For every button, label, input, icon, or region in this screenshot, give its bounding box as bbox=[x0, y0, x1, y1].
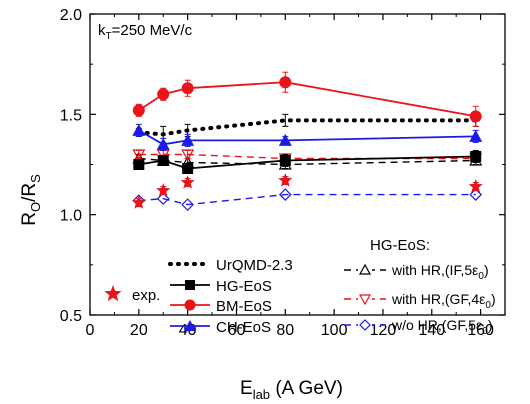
x-tick-label: 0 bbox=[86, 322, 95, 339]
series-line bbox=[138, 193, 476, 206]
marker-circle bbox=[184, 299, 196, 311]
annotation: kT=250 MeV/c bbox=[98, 22, 193, 42]
legend-marker-bg bbox=[358, 318, 372, 332]
marker-triangle bbox=[278, 133, 292, 146]
series-3 bbox=[132, 123, 483, 151]
ylabel-sub1: O bbox=[28, 202, 43, 212]
y-axis-label: RO/RS bbox=[19, 174, 43, 226]
series-1 bbox=[133, 149, 482, 175]
annotation-main: k bbox=[98, 22, 106, 39]
series-7 bbox=[132, 188, 483, 211]
annotation-rest: =250 MeV/c bbox=[112, 22, 193, 39]
marker-triangle bbox=[184, 320, 196, 331]
marker-open-triangle bbox=[358, 263, 372, 275]
x-tick-label: 60 bbox=[228, 322, 246, 339]
legend-label: w/o HR,(GF,5ε0) bbox=[391, 317, 493, 337]
x-tick-label: 80 bbox=[276, 322, 294, 339]
legend-label: BM-EoS bbox=[216, 298, 272, 315]
series-line bbox=[136, 118, 478, 137]
marker-star bbox=[278, 173, 293, 187]
marker-open-diamond bbox=[181, 198, 194, 211]
marker-circle bbox=[157, 88, 170, 101]
marker-triangle bbox=[156, 137, 170, 150]
legend-label: with HR,(IF,5ε0) bbox=[391, 262, 489, 282]
marker-square bbox=[185, 280, 195, 290]
annotation-sub: T bbox=[106, 31, 112, 42]
marker-square bbox=[279, 154, 291, 166]
series-2 bbox=[132, 71, 482, 127]
x-tick-label: 100 bbox=[321, 322, 348, 339]
xlabel-sub: lab bbox=[253, 387, 270, 402]
legend-label: UrQMD-2.3 bbox=[216, 257, 293, 274]
legend-label: with HR,(GF,4ε0) bbox=[391, 291, 496, 311]
legend-label: CH-EoS bbox=[216, 319, 271, 336]
marker-square bbox=[182, 163, 194, 175]
marker-star bbox=[104, 285, 122, 302]
y-tick-label: 1.5 bbox=[60, 107, 82, 124]
marker-square bbox=[157, 154, 169, 166]
ylabel-main: R bbox=[19, 212, 40, 226]
marker-circle bbox=[279, 76, 292, 89]
marker-open-diamond bbox=[359, 319, 371, 331]
marker-star bbox=[180, 175, 195, 189]
axes-layer: 0204060801001201401600.51.01.52.0 bbox=[60, 7, 506, 339]
x-tick-label: 140 bbox=[418, 322, 445, 339]
legend-left: UrQMD-2.3 HG-EoS BM-EoS CH-EoS exp. bbox=[104, 257, 293, 336]
marker-star bbox=[131, 195, 146, 209]
marker-open-down-triangle bbox=[358, 294, 372, 306]
xlabel-main: E bbox=[240, 378, 253, 399]
y-tick-label: 0.5 bbox=[60, 308, 82, 325]
series-4 bbox=[131, 173, 483, 209]
marker-open-down-triangle bbox=[132, 149, 146, 162]
marker-square bbox=[470, 150, 482, 162]
ylabel-slash: /R bbox=[19, 183, 40, 202]
marker-star bbox=[468, 179, 483, 193]
legend-label: exp. bbox=[132, 287, 160, 304]
y-tick-label: 2.0 bbox=[60, 7, 82, 24]
legend-right: with HR,(IF,5ε0) with HR,(GF,4ε0) w/o HR,(… bbox=[344, 262, 496, 337]
marker-open-diamond bbox=[278, 188, 292, 201]
marker-triangle bbox=[469, 129, 483, 142]
marker-circle bbox=[469, 110, 482, 123]
marker-star bbox=[156, 183, 171, 197]
x-axis-label: Elab (A GeV) bbox=[240, 378, 343, 402]
marker-open-diamond bbox=[469, 188, 483, 201]
x-tick-label: 160 bbox=[467, 322, 494, 339]
legend-hg-title: HG-EoS: bbox=[370, 237, 430, 254]
y-tick-label: 1.0 bbox=[60, 208, 82, 225]
xlabel-rest: (A GeV) bbox=[270, 378, 343, 399]
x-tick-label: 20 bbox=[130, 322, 148, 339]
legend-label: HG-EoS bbox=[216, 278, 272, 295]
ylabel-sub2: S bbox=[28, 174, 43, 183]
marker-circle bbox=[132, 104, 145, 117]
marker-square bbox=[133, 159, 145, 170]
marker-open-diamond bbox=[156, 192, 170, 205]
marker-triangle bbox=[181, 133, 195, 146]
marker-circle bbox=[181, 82, 194, 95]
marker-open-down-triangle bbox=[181, 149, 195, 162]
marker-triangle bbox=[132, 123, 146, 136]
series-layer bbox=[131, 71, 483, 211]
x-tick-label: 120 bbox=[370, 322, 397, 339]
